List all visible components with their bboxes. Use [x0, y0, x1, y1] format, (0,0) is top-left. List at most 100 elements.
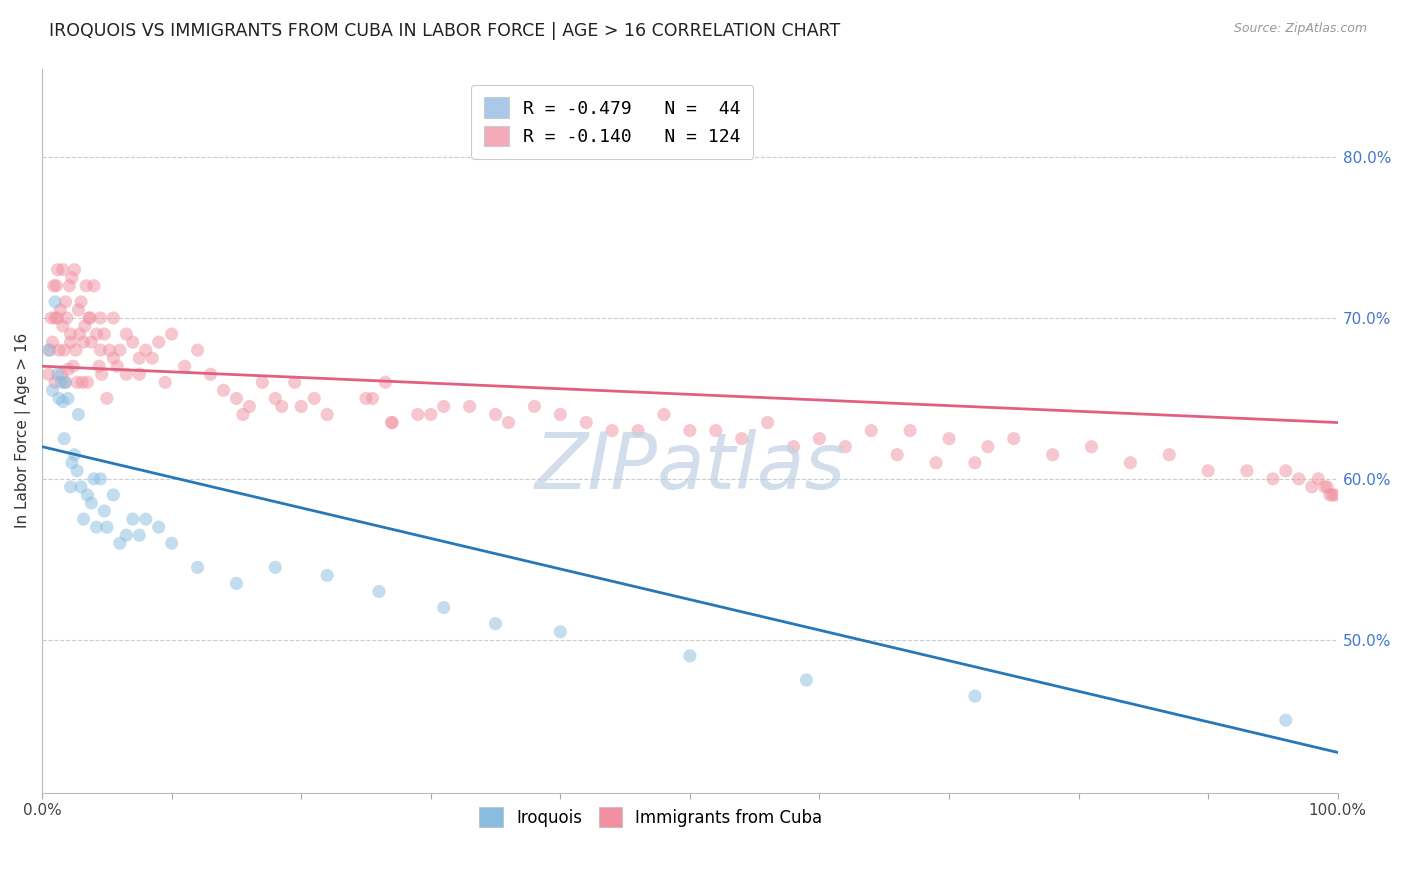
Legend: Iroquois, Immigrants from Cuba: Iroquois, Immigrants from Cuba [471, 799, 831, 835]
Point [898, 424, 921, 438]
Point [121, 334, 143, 349]
Point [51, 376, 73, 390]
Point [46, 262, 69, 277]
Point [148, 520, 170, 534]
Point [56, 362, 79, 376]
Point [44, 294, 66, 309]
Point [41, 384, 63, 398]
Point [225, 576, 247, 591]
Point [89, 472, 111, 486]
Point [834, 440, 856, 454]
Point [44, 310, 66, 325]
Point [173, 359, 195, 374]
Point [1042, 448, 1064, 462]
Point [105, 359, 128, 374]
Point [80, 334, 103, 349]
Point [96, 392, 118, 406]
Point [66, 464, 89, 478]
Point [354, 392, 377, 406]
Point [39, 310, 62, 325]
Point [433, 600, 456, 615]
Point [153, 376, 176, 390]
Point [49, 302, 72, 317]
Point [89, 343, 111, 358]
Point [860, 424, 883, 438]
Point [600, 424, 623, 438]
Point [83, 472, 105, 486]
Point [1119, 456, 1142, 470]
Point [381, 416, 404, 430]
Point [58, 278, 80, 293]
Point [96, 520, 118, 534]
Point [160, 536, 183, 550]
Point [60, 270, 83, 285]
Point [103, 310, 125, 325]
Point [977, 440, 1000, 454]
Point [270, 400, 292, 414]
Point [93, 326, 115, 341]
Point [302, 392, 325, 406]
Point [782, 440, 804, 454]
Point [90, 368, 112, 382]
Point [51, 368, 73, 382]
Point [264, 392, 287, 406]
Point [1316, 480, 1339, 494]
Point [42, 278, 65, 293]
Point [60, 456, 83, 470]
Point [115, 326, 138, 341]
Point [1301, 480, 1323, 494]
Point [238, 400, 260, 414]
Point [1275, 713, 1298, 727]
Text: ZIPatlas: ZIPatlas [534, 429, 845, 505]
Point [80, 496, 103, 510]
Point [290, 400, 312, 414]
Point [284, 376, 307, 390]
Point [264, 560, 287, 574]
Point [1313, 480, 1336, 494]
Point [368, 584, 391, 599]
Point [48, 392, 70, 406]
Point [1261, 472, 1284, 486]
Point [46, 310, 69, 325]
Point [361, 392, 384, 406]
Point [1080, 440, 1102, 454]
Point [59, 334, 82, 349]
Point [86, 326, 108, 341]
Point [796, 673, 818, 687]
Y-axis label: In Labor Force | Age > 16: In Labor Force | Age > 16 [15, 333, 31, 528]
Point [66, 376, 89, 390]
Point [48, 343, 70, 358]
Point [70, 294, 93, 309]
Point [433, 400, 456, 414]
Point [484, 616, 506, 631]
Point [75, 278, 97, 293]
Point [550, 624, 572, 639]
Point [938, 432, 960, 446]
Point [652, 408, 675, 422]
Point [886, 448, 908, 462]
Point [200, 368, 222, 382]
Point [44, 376, 66, 390]
Point [115, 528, 138, 542]
Point [963, 456, 986, 470]
Point [627, 424, 650, 438]
Point [1319, 488, 1341, 502]
Point [76, 488, 98, 502]
Point [135, 512, 157, 526]
Point [63, 262, 86, 277]
Point [1322, 488, 1344, 502]
Point [679, 648, 702, 663]
Point [108, 343, 131, 358]
Point [59, 326, 82, 341]
Point [59, 480, 82, 494]
Point [70, 480, 93, 494]
Point [86, 520, 108, 534]
Point [103, 351, 125, 366]
Point [128, 351, 150, 366]
Point [98, 343, 121, 358]
Point [963, 689, 986, 703]
Point [53, 432, 76, 446]
Point [38, 368, 60, 382]
Point [756, 416, 779, 430]
Point [45, 278, 67, 293]
